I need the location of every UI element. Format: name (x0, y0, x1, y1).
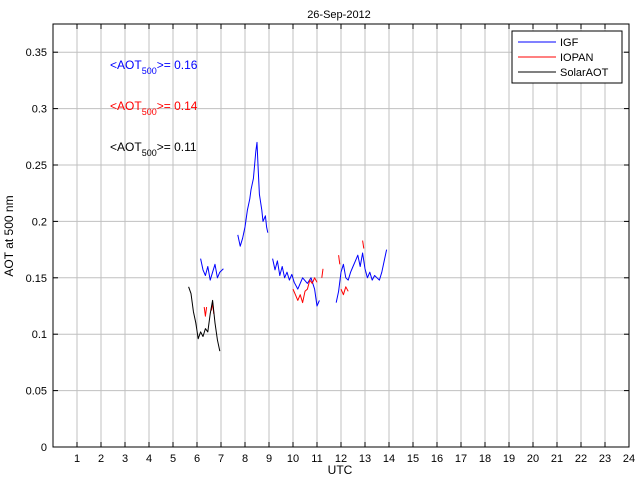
x-tick-label: 3 (122, 453, 128, 465)
x-tick-label: 24 (623, 453, 635, 465)
series-line-iopan (203, 307, 208, 317)
mean-annotations: <AOT500>= 0.16 <AOT500>= 0.14 <AOT500>= 0.… (110, 58, 198, 158)
y-tick-label: 0.2 (32, 216, 47, 228)
series-line-iopan (340, 286, 349, 296)
x-tick-label: 6 (194, 453, 200, 465)
x-tick-label: 17 (455, 453, 467, 465)
y-tick-label: 0.15 (26, 273, 47, 285)
y-tick-label: 0.3 (32, 104, 47, 116)
legend: IGF IOPAN SolarAOT (511, 30, 623, 84)
series-line-iopan (321, 268, 324, 278)
x-tick-label: 22 (575, 453, 587, 465)
mean-annotation: <AOT500>= 0.14 (110, 99, 198, 117)
x-tick-label: 23 (599, 453, 611, 465)
x-tick-label: 4 (146, 453, 152, 465)
x-tick-label: 5 (170, 453, 176, 465)
y-tick-label: 0.1 (32, 329, 47, 341)
grid-lines (53, 24, 629, 447)
x-tick-label: 12 (335, 453, 347, 465)
x-tick-label: 10 (287, 453, 299, 465)
y-tick-label: 0.05 (26, 386, 47, 398)
x-tick-label: 11 (311, 453, 322, 465)
series-line-iopan (362, 240, 365, 249)
series-line-igf (272, 258, 320, 307)
series-line-iopan (338, 255, 341, 265)
x-axis-label: UTC (328, 463, 353, 477)
x-tick-label: 13 (359, 453, 371, 465)
series-line-igf (335, 249, 388, 303)
x-tick-label: 20 (527, 453, 539, 465)
mean-annotation: <AOT500>= 0.11 (110, 140, 197, 158)
legend-label-solaraot: SolarAOT (560, 67, 609, 79)
series-line-solaraot (188, 286, 221, 352)
x-tick-label: 9 (266, 453, 272, 465)
x-tick-label: 1 (74, 453, 80, 465)
legend-label-igf: IGF (560, 37, 579, 49)
y-tick-label: 0.35 (26, 47, 47, 59)
series-line-igf (237, 141, 269, 247)
x-tick-label: 16 (431, 453, 443, 465)
y-tick-label: 0.25 (26, 160, 47, 172)
axis-ticks: 1 2 3 4 5 6 7 8 9 10 11 12 13 14 15 16 17 18 19 20 21 22 23 240… (26, 24, 635, 465)
x-tick-label: 14 (383, 453, 395, 465)
y-axis-label: AOT at 500 nm (2, 195, 16, 276)
x-tick-label: 21 (551, 453, 563, 465)
x-tick-label: 8 (242, 453, 248, 465)
x-tick-label: 19 (503, 453, 515, 465)
x-tick-label: 15 (407, 453, 419, 465)
series-line-igf (200, 258, 224, 281)
series-line-iopan (292, 277, 318, 304)
series-lines (188, 141, 388, 352)
x-tick-label: 7 (218, 453, 224, 465)
y-tick-label: 0 (41, 442, 47, 454)
x-tick-label: 2 (98, 453, 104, 465)
mean-annotation: <AOT500>= 0.16 (110, 58, 198, 76)
chart-title: 26-Sep-2012 (307, 9, 371, 21)
legend-label-iopan: IOPAN (560, 52, 593, 64)
x-tick-label: 18 (479, 453, 491, 465)
